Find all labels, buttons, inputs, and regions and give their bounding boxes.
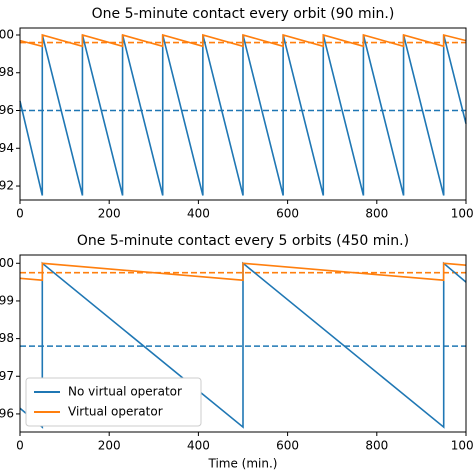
x-tick-label: 600 (276, 207, 299, 221)
plot-frame (19, 254, 467, 433)
x-tick-label: 0 (16, 439, 24, 453)
chart-title: One 5-minute contact every 5 orbits (450… (77, 233, 409, 249)
legend-label: No virtual operator (68, 385, 182, 399)
x-tick-label: 400 (187, 207, 210, 221)
y-tick-label: 100 (0, 27, 14, 41)
y-tick-label: 100 (0, 256, 14, 270)
y-tick-label: 96 (0, 406, 14, 420)
y-tick-label: 98 (0, 65, 14, 79)
y-tick-label: 99 (0, 293, 14, 307)
x-tick-label: 400 (187, 439, 210, 453)
x-tick-label: 1000 (451, 207, 474, 221)
series-line (19, 262, 467, 282)
x-tick-label: 1000 (451, 439, 474, 453)
series-line (19, 33, 467, 48)
x-tick-label: 800 (365, 207, 388, 221)
chart-title: One 5-minute contact every orbit (90 min… (92, 6, 395, 22)
y-tick-label: 97 (0, 369, 14, 383)
y-tick-label: 92 (0, 179, 14, 193)
legend-box (25, 377, 202, 427)
series-line (19, 34, 467, 196)
x-tick-label: 800 (365, 439, 388, 453)
x-tick-label: 600 (276, 439, 299, 453)
x-tick-label: 0 (16, 207, 24, 221)
x-tick-label: 200 (98, 439, 121, 453)
y-tick-label: 94 (0, 141, 14, 155)
plot-frame (19, 27, 467, 201)
y-tick-label: 98 (0, 331, 14, 345)
legend-label: Virtual operator (68, 405, 163, 419)
x-axis-label: Time (min.) (208, 457, 278, 471)
x-tick-label: 200 (98, 207, 121, 221)
y-tick-label: 96 (0, 103, 14, 117)
